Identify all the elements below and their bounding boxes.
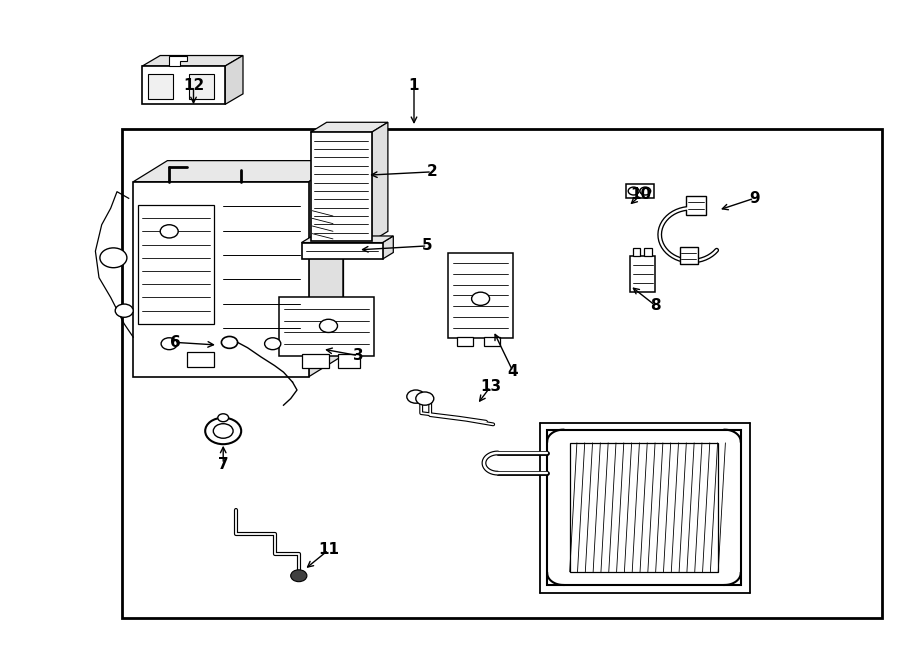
Polygon shape bbox=[142, 56, 243, 66]
Text: 10: 10 bbox=[630, 188, 652, 202]
Polygon shape bbox=[189, 74, 214, 99]
Polygon shape bbox=[310, 132, 372, 241]
Text: 12: 12 bbox=[183, 79, 204, 93]
Polygon shape bbox=[310, 122, 388, 132]
Text: 4: 4 bbox=[508, 364, 518, 379]
Polygon shape bbox=[133, 161, 343, 182]
Circle shape bbox=[115, 304, 133, 317]
Circle shape bbox=[100, 248, 127, 268]
Text: 6: 6 bbox=[170, 335, 181, 350]
Polygon shape bbox=[309, 161, 343, 377]
Circle shape bbox=[205, 418, 241, 444]
Polygon shape bbox=[457, 337, 473, 346]
Polygon shape bbox=[448, 253, 513, 338]
Polygon shape bbox=[133, 182, 309, 377]
Text: 11: 11 bbox=[318, 543, 339, 557]
Polygon shape bbox=[167, 161, 343, 356]
Circle shape bbox=[472, 292, 490, 305]
Polygon shape bbox=[122, 129, 882, 618]
Polygon shape bbox=[547, 430, 741, 585]
Circle shape bbox=[416, 392, 434, 405]
Circle shape bbox=[221, 336, 238, 348]
Polygon shape bbox=[484, 337, 500, 346]
Text: 9: 9 bbox=[749, 191, 760, 206]
Text: 5: 5 bbox=[422, 239, 433, 253]
Polygon shape bbox=[644, 248, 652, 256]
Polygon shape bbox=[279, 297, 374, 356]
Polygon shape bbox=[302, 243, 382, 259]
Text: 7: 7 bbox=[218, 457, 229, 471]
Polygon shape bbox=[680, 247, 698, 264]
Polygon shape bbox=[626, 184, 654, 198]
Polygon shape bbox=[570, 443, 718, 572]
Circle shape bbox=[160, 225, 178, 238]
Polygon shape bbox=[686, 196, 706, 215]
Circle shape bbox=[407, 390, 425, 403]
Polygon shape bbox=[372, 122, 388, 241]
Polygon shape bbox=[169, 56, 187, 66]
Circle shape bbox=[320, 319, 338, 332]
Polygon shape bbox=[148, 74, 173, 99]
Circle shape bbox=[213, 424, 233, 438]
Polygon shape bbox=[633, 248, 640, 256]
Circle shape bbox=[161, 338, 177, 350]
Text: 13: 13 bbox=[480, 379, 501, 394]
Polygon shape bbox=[187, 352, 214, 367]
Text: 2: 2 bbox=[427, 165, 437, 179]
Circle shape bbox=[291, 570, 307, 582]
Polygon shape bbox=[630, 256, 655, 292]
Polygon shape bbox=[338, 354, 360, 368]
Text: 3: 3 bbox=[353, 348, 364, 363]
Polygon shape bbox=[302, 236, 393, 243]
Text: 1: 1 bbox=[409, 79, 419, 93]
Circle shape bbox=[640, 187, 651, 195]
Circle shape bbox=[265, 338, 281, 350]
Polygon shape bbox=[382, 236, 393, 259]
Polygon shape bbox=[142, 66, 225, 104]
Text: 8: 8 bbox=[650, 298, 661, 313]
Polygon shape bbox=[302, 354, 328, 368]
Polygon shape bbox=[225, 56, 243, 104]
Circle shape bbox=[218, 414, 229, 422]
Circle shape bbox=[628, 187, 639, 195]
Polygon shape bbox=[138, 205, 214, 324]
